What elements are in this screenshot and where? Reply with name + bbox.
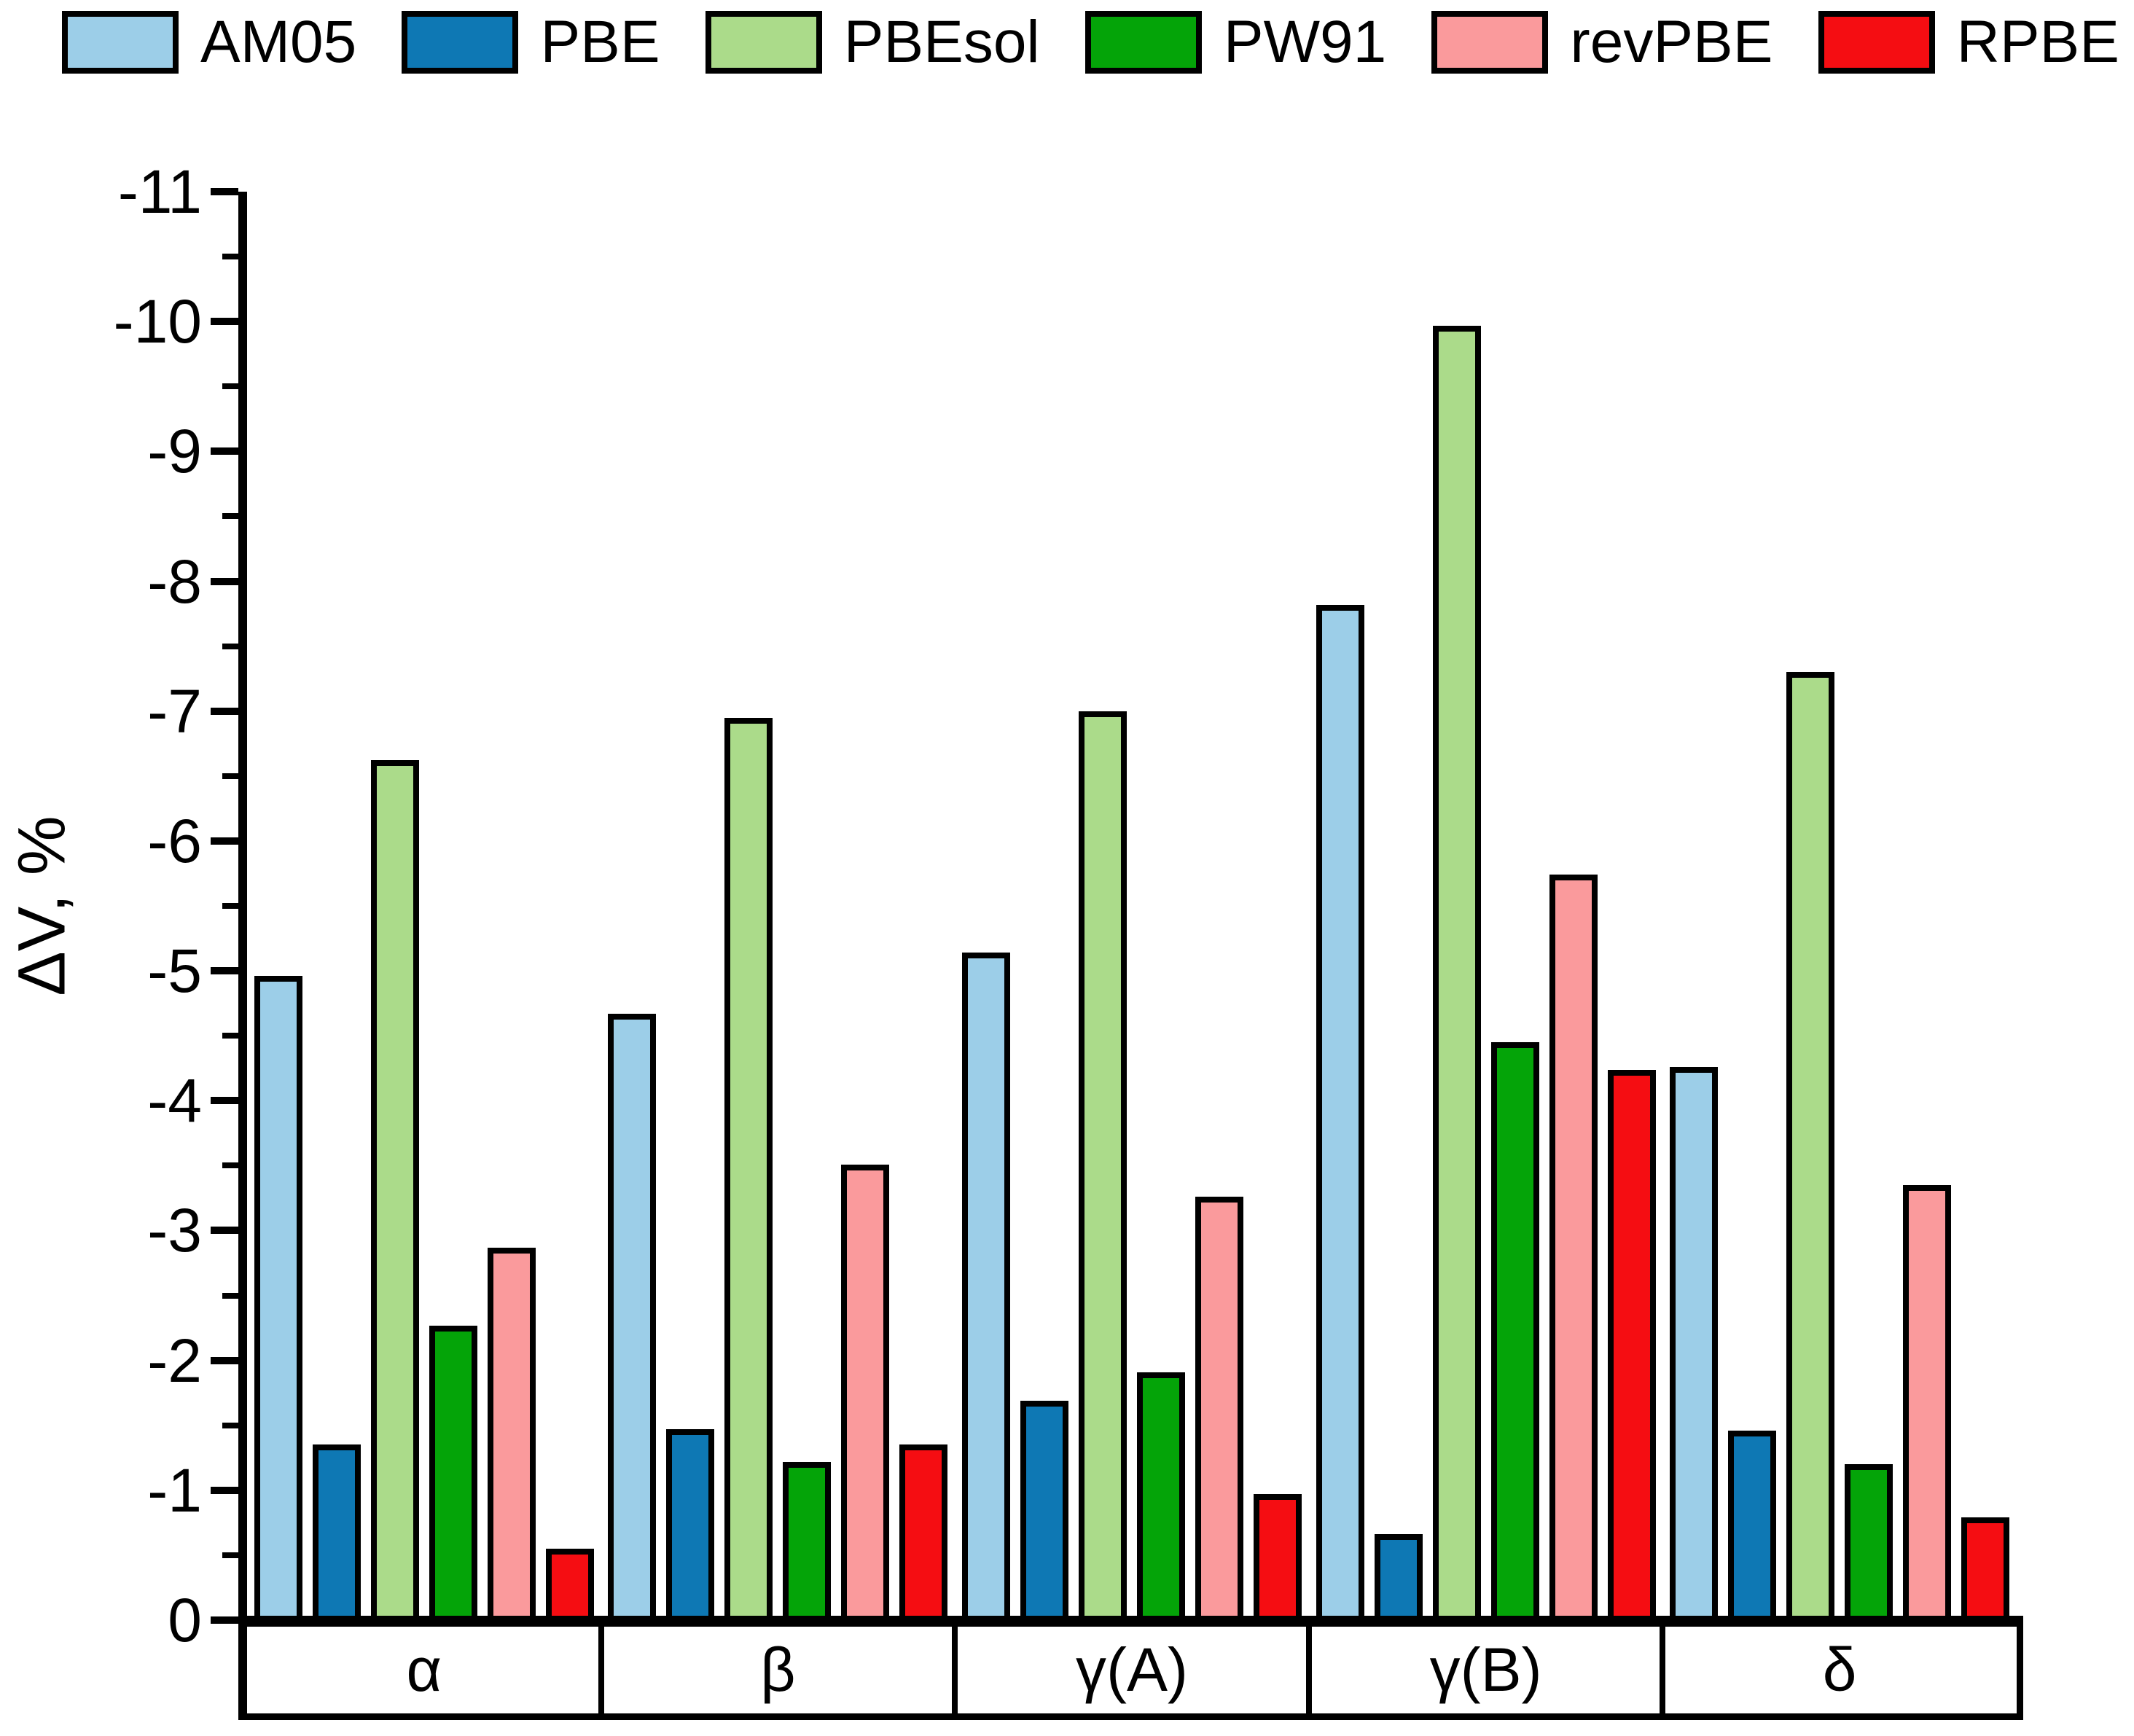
bar-pw91-β <box>783 1461 832 1620</box>
legend-swatch-pbe <box>402 11 519 74</box>
y-minor-tick <box>222 1422 238 1428</box>
bar-pbe-δ <box>1728 1430 1777 1620</box>
bar-pbesol-γ(A) <box>1079 711 1127 1620</box>
y-tick-label: -9 <box>147 417 202 486</box>
bar-revpbe-δ <box>1903 1185 1952 1620</box>
bar-pbesol-δ <box>1786 672 1835 1620</box>
y-tick <box>211 577 238 585</box>
legend-swatch-revpbe <box>1431 11 1549 74</box>
y-axis-line <box>238 192 247 1720</box>
bar-rpbe-γ(A) <box>1254 1494 1302 1620</box>
y-tick-label: -10 <box>113 287 202 356</box>
category-divider <box>1305 1620 1312 1720</box>
bar-revpbe-α <box>487 1247 536 1620</box>
y-tick <box>211 1486 238 1494</box>
y-tick <box>211 967 238 975</box>
y-tick-label: -4 <box>147 1066 202 1135</box>
y-tick <box>211 837 238 845</box>
legend-item-rpbe: RPBE <box>1818 6 2119 79</box>
y-tick-label: 0 <box>168 1586 202 1654</box>
legend-item-revpbe: revPBE <box>1431 6 1773 79</box>
y-minor-tick <box>222 773 238 779</box>
y-minor-tick <box>222 513 238 520</box>
legend-item-pw91: PW91 <box>1084 6 1387 79</box>
y-tick-label: -6 <box>147 806 202 875</box>
y-minor-tick <box>222 383 238 390</box>
legend-label: RPBE <box>1956 9 2119 75</box>
category-label-1: β <box>760 1635 796 1704</box>
legend-swatch-am05 <box>62 11 179 74</box>
y-tick <box>211 447 238 455</box>
bar-pbe-γ(A) <box>1020 1400 1068 1620</box>
y-tick <box>211 1097 238 1105</box>
y-tick-label: -1 <box>147 1455 202 1525</box>
bar-pbesol-γ(B) <box>1432 325 1481 1620</box>
category-divider <box>952 1620 958 1720</box>
category-divider <box>1660 1620 1666 1720</box>
bar-rpbe-δ <box>1961 1517 2010 1620</box>
bar-rpbe-α <box>545 1549 594 1620</box>
bar-am05-β <box>608 1013 657 1620</box>
bar-pbesol-β <box>724 717 773 1620</box>
bar-pw91-γ(A) <box>1137 1372 1185 1620</box>
y-tick-label: -11 <box>117 157 202 226</box>
y-tick <box>211 1616 238 1624</box>
bar-pw91-γ(B) <box>1490 1042 1539 1620</box>
bar-pw91-δ <box>1845 1464 1893 1620</box>
category-axis-box <box>238 1620 2023 1720</box>
legend-label: PW91 <box>1223 9 1387 75</box>
bar-am05-γ(A) <box>962 953 1010 1620</box>
y-tick <box>211 318 238 326</box>
y-minor-tick <box>222 1292 238 1299</box>
category-label-0: α <box>406 1635 442 1704</box>
legend-label: revPBE <box>1570 9 1773 75</box>
y-minor-tick <box>222 254 238 260</box>
y-minor-tick <box>222 1033 238 1039</box>
bar-pw91-α <box>429 1325 477 1620</box>
y-tick <box>211 1356 238 1364</box>
y-minor-tick <box>222 643 238 649</box>
bar-am05-δ <box>1670 1066 1719 1620</box>
legend-item-pbesol: PBEsol <box>705 6 1040 79</box>
y-tick <box>211 188 238 195</box>
bar-rpbe-γ(B) <box>1607 1069 1656 1620</box>
y-tick <box>211 1227 238 1235</box>
bar-pbesol-α <box>370 760 419 1620</box>
legend-swatch-rpbe <box>1818 11 1935 74</box>
bar-pbe-γ(B) <box>1374 1534 1423 1620</box>
y-minor-tick <box>222 1162 238 1169</box>
y-tick-label: -8 <box>147 547 202 616</box>
y-minor-tick <box>222 903 238 909</box>
category-label-2: γ(A) <box>1075 1635 1188 1704</box>
legend-swatch-pw91 <box>1084 11 1202 74</box>
y-tick <box>211 707 238 715</box>
y-tick-label: -7 <box>147 676 202 746</box>
legend-item-pbe: PBE <box>402 6 660 79</box>
bar-revpbe-β <box>841 1164 890 1620</box>
bar-revpbe-γ(A) <box>1195 1197 1243 1620</box>
legend-label: PBE <box>540 9 660 75</box>
bar-pbe-α <box>312 1444 361 1620</box>
y-minor-tick <box>222 1552 238 1558</box>
y-tick-label: -5 <box>147 937 202 1006</box>
category-label-3: γ(B) <box>1429 1635 1542 1704</box>
bar-am05-α <box>254 976 302 1620</box>
legend-label: PBEsol <box>843 9 1040 75</box>
legend-swatch-pbesol <box>705 11 822 74</box>
legend: AM05 PBE PBEsol PW91 revPBE RPBE <box>62 6 2119 79</box>
legend-label: AM05 <box>200 9 357 75</box>
y-tick-label: -3 <box>147 1196 202 1265</box>
category-divider <box>598 1620 604 1720</box>
bar-rpbe-β <box>899 1444 948 1620</box>
category-label-4: δ <box>1822 1635 1857 1704</box>
bar-am05-γ(B) <box>1316 604 1364 1620</box>
legend-item-am05: AM05 <box>62 6 356 79</box>
bar-revpbe-γ(B) <box>1549 875 1598 1620</box>
bar-pbe-β <box>666 1429 715 1620</box>
y-tick-label: -2 <box>147 1326 202 1395</box>
